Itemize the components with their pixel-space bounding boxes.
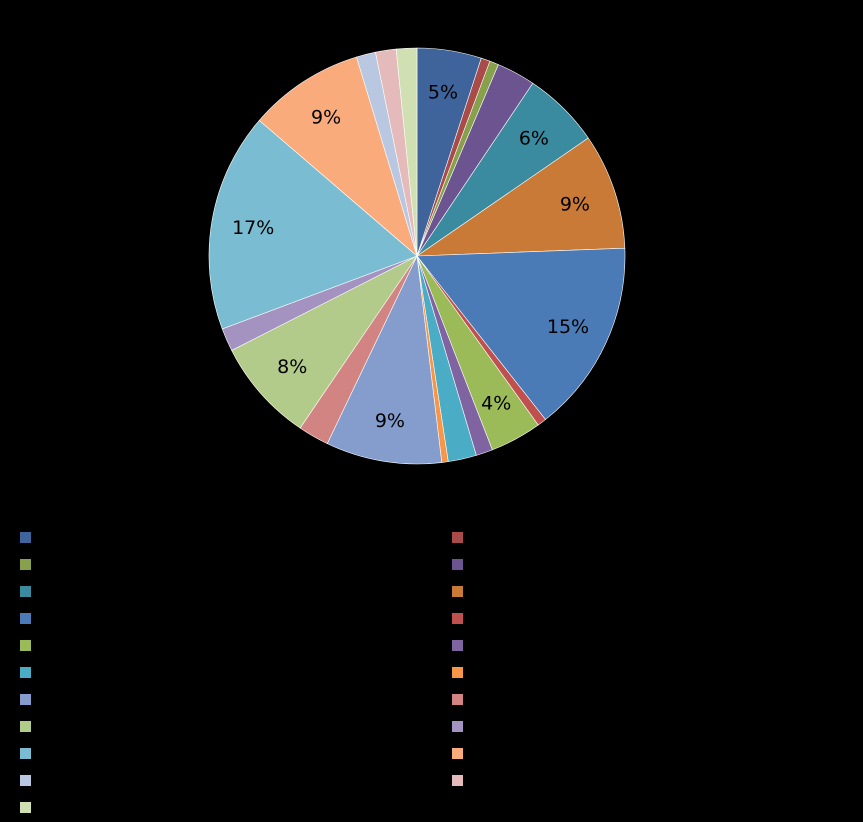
pie-slice-13 (326, 254, 443, 465)
legend-swatch (452, 721, 463, 732)
pie-data-labels: 5% 6% 9% 15% 4% 9% 8% 17% 9% (232, 82, 590, 433)
legend-swatch (452, 532, 463, 543)
pie-slice-21 (395, 47, 418, 257)
legend-swatch (20, 586, 31, 597)
slice-data-label-7: 15% (547, 316, 589, 338)
slice-data-label-9: 4% (481, 392, 511, 414)
legend-swatch (20, 775, 31, 786)
legend-swatch (452, 694, 463, 705)
legend-item-8 (452, 612, 852, 626)
pie-slice-17 (208, 119, 418, 330)
legend-swatch (452, 775, 463, 786)
legend-swatch (20, 748, 31, 759)
legend-swatch (452, 586, 463, 597)
legend-swatch (452, 613, 463, 624)
legend-item-6 (452, 585, 852, 599)
legend-item-3 (20, 558, 420, 572)
legend-item-7 (20, 612, 420, 626)
legend-item-1 (20, 531, 420, 545)
legend-swatch (452, 667, 463, 678)
legend-item-19 (20, 774, 420, 788)
legend-swatch (20, 694, 31, 705)
legend-swatch (452, 748, 463, 759)
pie-slice-6 (415, 137, 626, 257)
pie-slice-18 (258, 56, 418, 257)
slice-data-label-15: 8% (277, 356, 307, 378)
slice-data-label-5: 6% (519, 128, 549, 150)
pie-slice-15 (231, 255, 418, 429)
legend-item-17 (20, 747, 420, 761)
legend-item-16 (452, 720, 852, 734)
pie-slices (208, 47, 626, 465)
legend-item-20 (452, 774, 852, 788)
legend-item-14 (452, 693, 852, 707)
slice-data-label-13: 9% (375, 410, 405, 432)
slice-data-label-1: 5% (428, 82, 458, 104)
legend-swatch (20, 721, 31, 732)
slice-data-label-6: 9% (560, 194, 590, 216)
legend-swatch (20, 640, 31, 651)
legend-item-21 (20, 801, 420, 815)
legend-swatch (20, 559, 31, 570)
legend-item-12 (452, 666, 852, 680)
legend-item-5 (20, 585, 420, 599)
legend-item-13 (20, 693, 420, 707)
legend-swatch (20, 802, 31, 813)
legend-item-15 (20, 720, 420, 734)
legend-item-4 (452, 558, 852, 572)
legend-item-2 (452, 531, 852, 545)
legend-item-10 (452, 639, 852, 653)
legend-swatch (20, 532, 31, 543)
legend-swatch (20, 613, 31, 624)
legend-item-18 (452, 747, 852, 761)
legend-swatch (452, 559, 463, 570)
pie-slice-7 (416, 247, 626, 420)
legend-item-9 (20, 639, 420, 653)
legend-swatch (20, 667, 31, 678)
legend-swatch (452, 640, 463, 651)
slice-data-label-18: 9% (311, 107, 341, 129)
legend-item-11 (20, 666, 420, 680)
slice-data-label-17: 17% (232, 217, 274, 239)
